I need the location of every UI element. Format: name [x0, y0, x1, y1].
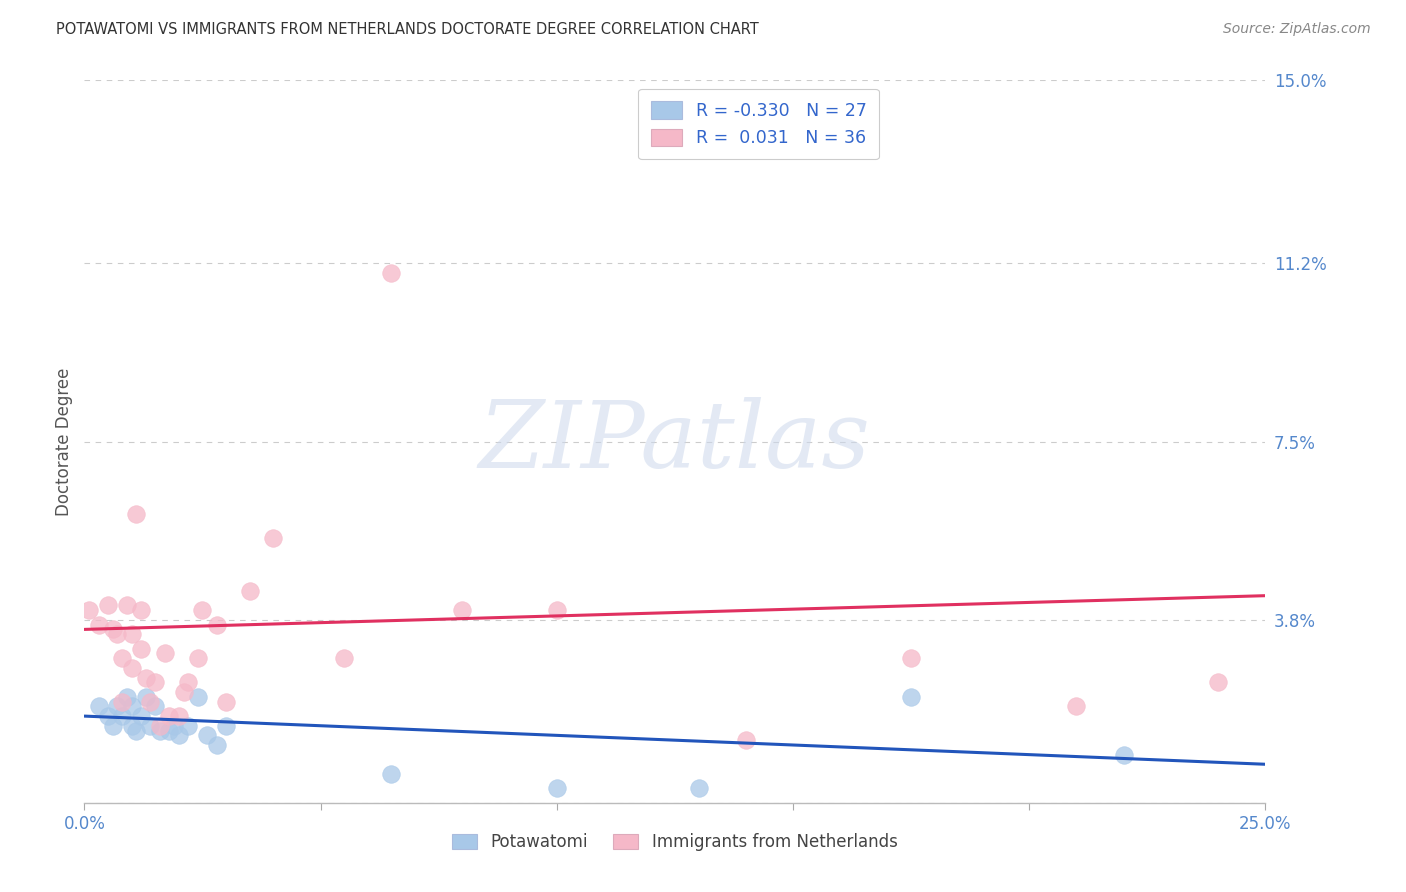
Point — [115, 599, 138, 613]
Point — [143, 699, 166, 714]
Point — [380, 266, 402, 280]
Point — [215, 719, 238, 733]
Point — [121, 699, 143, 714]
Point — [125, 723, 148, 738]
Point — [101, 623, 124, 637]
Point — [97, 709, 120, 723]
Y-axis label: Doctorate Degree: Doctorate Degree — [55, 368, 73, 516]
Point — [111, 709, 134, 723]
Point — [107, 627, 129, 641]
Point — [143, 675, 166, 690]
Point — [546, 781, 568, 796]
Point — [87, 617, 110, 632]
Point — [157, 723, 180, 738]
Point — [900, 690, 922, 704]
Point — [163, 719, 186, 733]
Point — [177, 675, 200, 690]
Point — [107, 699, 129, 714]
Point — [1206, 675, 1229, 690]
Point — [111, 695, 134, 709]
Point — [215, 695, 238, 709]
Point — [191, 603, 214, 617]
Point — [546, 603, 568, 617]
Point — [129, 641, 152, 656]
Point — [101, 719, 124, 733]
Point — [451, 603, 474, 617]
Point — [205, 617, 228, 632]
Point — [167, 709, 190, 723]
Point — [129, 709, 152, 723]
Point — [380, 767, 402, 781]
Point — [139, 695, 162, 709]
Point — [187, 651, 209, 665]
Point — [1112, 747, 1135, 762]
Point — [135, 690, 157, 704]
Point — [177, 719, 200, 733]
Point — [77, 603, 100, 617]
Point — [205, 738, 228, 752]
Point — [125, 507, 148, 521]
Point — [173, 685, 195, 699]
Text: ZIPatlas: ZIPatlas — [479, 397, 870, 486]
Point — [1066, 699, 1088, 714]
Point — [167, 728, 190, 742]
Point — [149, 719, 172, 733]
Point — [900, 651, 922, 665]
Text: Source: ZipAtlas.com: Source: ZipAtlas.com — [1223, 22, 1371, 37]
Point — [121, 627, 143, 641]
Point — [688, 781, 710, 796]
Point — [187, 690, 209, 704]
Point — [135, 671, 157, 685]
Point — [333, 651, 356, 665]
Point — [97, 599, 120, 613]
Point — [87, 699, 110, 714]
Point — [239, 583, 262, 598]
Point — [115, 690, 138, 704]
Point — [153, 647, 176, 661]
Point — [734, 733, 756, 747]
Point — [149, 723, 172, 738]
Point — [121, 719, 143, 733]
Point — [121, 661, 143, 675]
Text: POTAWATOMI VS IMMIGRANTS FROM NETHERLANDS DOCTORATE DEGREE CORRELATION CHART: POTAWATOMI VS IMMIGRANTS FROM NETHERLAND… — [56, 22, 759, 37]
Point — [111, 651, 134, 665]
Point — [139, 719, 162, 733]
Point — [157, 709, 180, 723]
Point — [262, 531, 284, 545]
Legend: Potawatomi, Immigrants from Netherlands: Potawatomi, Immigrants from Netherlands — [444, 825, 905, 860]
Point — [195, 728, 218, 742]
Point — [129, 603, 152, 617]
